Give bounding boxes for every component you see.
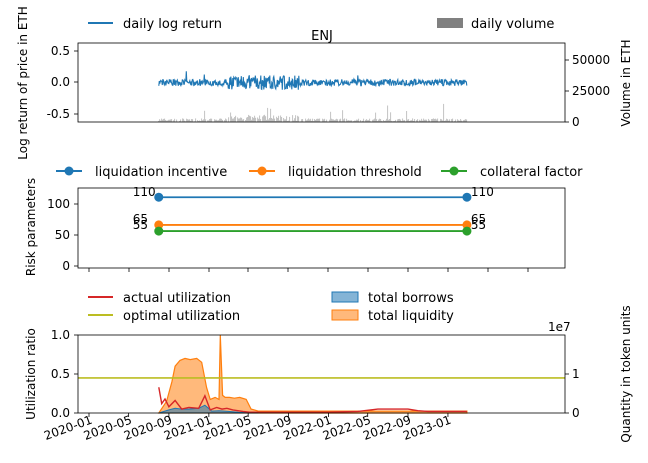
panel-3-frame (77, 334, 566, 414)
p1-ytick-2: -0.5 (47, 107, 70, 121)
panel-3-y-ticks: 1.0 0.5 0.0 (51, 328, 78, 420)
legend-marker-collateral-factor (449, 166, 459, 176)
legend-label-total-borrows: total borrows (368, 291, 454, 306)
legend-label-liquidation-threshold: liquidation threshold (288, 165, 422, 180)
legend-marker-liquidation-threshold (257, 166, 267, 176)
liquidation-threshold-value-label: 65 (471, 212, 486, 226)
panel-3-y2-offset: 1e7 (548, 320, 571, 334)
panel-1-title: ENJ (311, 29, 333, 44)
panel-3-series (78, 334, 565, 414)
legend-swatch-total-borrows (331, 291, 359, 303)
total-liquidity-area (157, 334, 468, 414)
legend-swatch-total-liquidity (331, 309, 359, 321)
panel-2: liquidation incentive liquidation thresh… (24, 165, 583, 276)
p3-y2tick-1: 0 (572, 406, 580, 420)
p3-ytick-1: 0.5 (51, 367, 70, 381)
panel-3: actual utilization optimal utilization t… (24, 291, 633, 443)
p1-y2tick-1: 25000 (572, 84, 610, 98)
panel-2-x-ticks (88, 268, 529, 272)
legend-label-collateral-factor: collateral factor (480, 165, 583, 180)
panel-2-y-ticks: 100 50 0 (47, 197, 78, 273)
liquidation-threshold-value-label: 65 (133, 212, 148, 226)
panel-1-frame (77, 42, 566, 123)
actual-utilization-line (158, 387, 467, 413)
panel-3-y2-ticks: 1 0 (565, 367, 580, 420)
legend-label-daily-log-return: daily log return (123, 17, 222, 32)
liquidation-incentive-value-label: 110 (471, 185, 494, 199)
daily-log-return-line (158, 71, 468, 91)
legend-label-daily-volume: daily volume (471, 17, 554, 32)
liquidation-threshold-point (462, 220, 472, 230)
p1-y2tick-0: 50000 (572, 53, 610, 67)
liquidation-threshold-point (154, 220, 164, 230)
liquidation-incentive-point (154, 192, 164, 202)
legend-label-actual-utilization: actual utilization (123, 291, 231, 306)
p2-ytick-0: 100 (47, 197, 70, 211)
collateral-factor-value-label: 55 (471, 218, 486, 232)
panel-1-ylabel: Log return of price in ETH (16, 6, 30, 160)
collateral-factor-value-label: 55 (133, 218, 148, 232)
legend-label-optimal-utilization: optimal utilization (123, 309, 240, 324)
panel-2-ylabel: Risk parameters (24, 178, 38, 276)
p1-ytick-0: 0.5 (51, 44, 70, 58)
p2-ytick-1: 50 (55, 228, 70, 242)
p3-ytick-0: 1.0 (51, 328, 70, 342)
liquidation-incentive-value-label: 110 (133, 185, 156, 199)
panel-1-y-ticks: 0.5 0.0 -0.5 (47, 44, 78, 121)
p2-ytick-2: 0 (62, 259, 70, 273)
panel-3-ylabel: Utilization ratio (24, 328, 38, 420)
panel-1-legend: daily log return daily volume (88, 17, 554, 32)
daily-volume-bars (158, 103, 468, 122)
p3-y2tick-0: 1 (572, 367, 580, 381)
collateral-factor-point (462, 226, 472, 236)
collateral-factor-point (154, 226, 164, 236)
legend-marker-liquidation-incentive (64, 166, 74, 176)
panel-1-plot-area (158, 71, 468, 122)
panel-3-legend: actual utilization optimal utilization t… (88, 291, 454, 324)
liquidation-incentive-point (462, 192, 472, 202)
legend-label-liquidation-incentive: liquidation incentive (95, 165, 227, 180)
panel-1-y2label: Volume in ETH (619, 39, 633, 126)
legend-label-total-liquidity: total liquidity (368, 309, 454, 324)
panel-2-frame (77, 187, 566, 269)
p3-ytick-2: 0.0 (51, 406, 70, 420)
panel-1-y2-ticks: 50000 25000 0 (565, 53, 610, 129)
panel-2-legend: liquidation incentive liquidation thresh… (56, 165, 583, 180)
panel-1: ENJ daily log return daily volume 0.5 0.… (16, 6, 633, 160)
p1-y2tick-2: 0 (572, 115, 580, 129)
p1-ytick-1: 0.0 (51, 75, 70, 89)
legend-swatch-daily-volume (437, 18, 463, 28)
panel-3-x-ticks: 2020-012020-052020-092021-012021-052021-… (42, 413, 453, 443)
panel-3-y2label: Quantity in token units (619, 305, 633, 442)
